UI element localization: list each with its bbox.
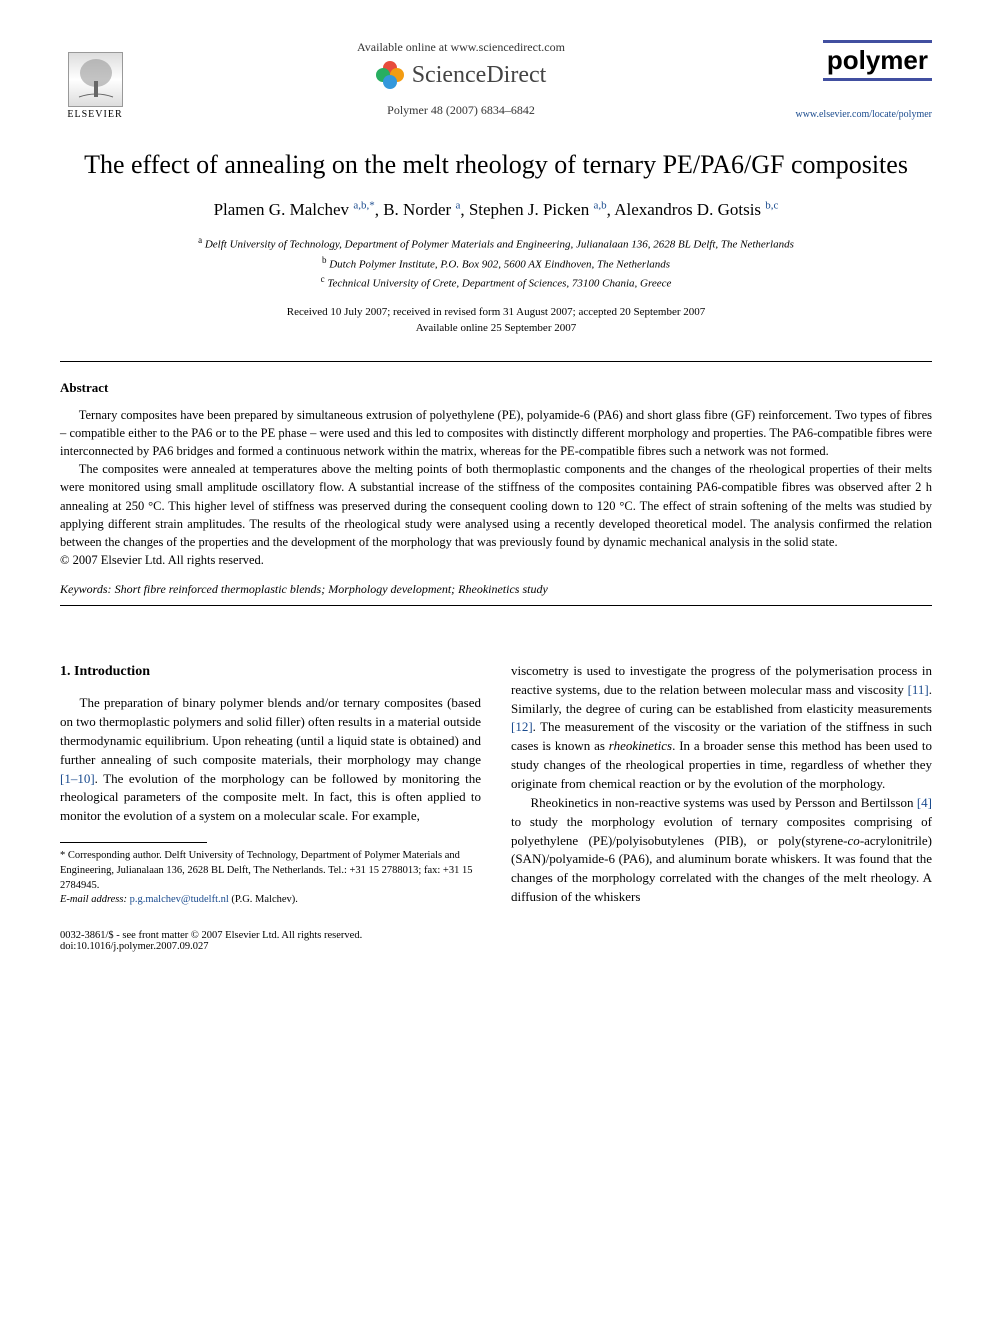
citation-link[interactable]: [1–10]: [60, 771, 95, 786]
author: Alexandros D. Gotsis b,c: [614, 200, 778, 219]
author: Plamen G. Malchev a,b,*: [214, 200, 375, 219]
elsevier-logo: ELSEVIER: [60, 40, 130, 120]
affiliation-sup: a: [198, 235, 202, 245]
polymer-journal-label: polymer: [823, 40, 932, 81]
elsevier-label: ELSEVIER: [67, 109, 122, 120]
footer-left: 0032-3861/$ - see front matter © 2007 El…: [60, 930, 362, 952]
author: B. Norder a: [383, 200, 460, 219]
journal-reference: Polymer 48 (2007) 6834–6842: [150, 103, 772, 118]
email-who: (P.G. Malchev).: [231, 894, 298, 905]
intro-paragraph-cont: viscometry is used to investigate the pr…: [511, 662, 932, 794]
italic-co: co: [848, 833, 860, 848]
text-run: The preparation of binary polymer blends…: [60, 695, 481, 767]
affiliation-text: Delft University of Technology, Departme…: [205, 239, 794, 251]
available-date: Available online 25 September 2007: [60, 320, 932, 337]
citation-link[interactable]: [11]: [908, 682, 929, 697]
affiliation: c Technical University of Crete, Departm…: [60, 273, 932, 292]
author: Stephen J. Picken a,b: [469, 200, 607, 219]
sciencedirect-text: ScienceDirect: [412, 62, 547, 89]
front-matter-line: 0032-3861/$ - see front matter © 2007 El…: [60, 930, 362, 941]
affiliation-text: Technical University of Crete, Departmen…: [327, 277, 671, 289]
citation-link[interactable]: [4]: [917, 795, 932, 810]
available-online-text: Available online at www.sciencedirect.co…: [150, 40, 772, 55]
author-sup: a,b,*: [353, 200, 374, 212]
left-column: 1. Introduction The preparation of binar…: [60, 662, 481, 908]
email-link[interactable]: p.g.malchev@tudelft.nl: [130, 894, 229, 905]
divider: [60, 605, 932, 606]
term-rheokinetics: rheokinetics: [609, 738, 672, 753]
journal-url[interactable]: www.elsevier.com/locate/polymer: [792, 109, 932, 120]
polymer-logo-block: polymer www.elsevier.com/locate/polymer: [792, 40, 932, 120]
elsevier-tree-icon: [68, 52, 123, 107]
keywords-line: Keywords: Short fibre reinforced thermop…: [60, 582, 932, 597]
received-date: Received 10 July 2007; received in revis…: [60, 304, 932, 321]
article-title: The effect of annealing on the melt rheo…: [60, 148, 932, 182]
footnote-divider: [60, 842, 207, 843]
keywords-label: Keywords:: [60, 582, 112, 596]
abstract-body: Ternary composites have been prepared by…: [60, 406, 932, 551]
copyright-line: © 2007 Elsevier Ltd. All rights reserved…: [60, 553, 932, 568]
author-sup: b,c: [765, 200, 778, 212]
affiliation-sup: b: [322, 255, 327, 265]
citation-link[interactable]: [12]: [511, 719, 533, 734]
article-dates: Received 10 July 2007; received in revis…: [60, 304, 932, 337]
affiliation: a Delft University of Technology, Depart…: [60, 234, 932, 253]
intro-paragraph: The preparation of binary polymer blends…: [60, 694, 481, 826]
affiliations: a Delft University of Technology, Depart…: [60, 234, 932, 291]
footnote-text: * Corresponding author. Delft University…: [60, 849, 481, 893]
text-run: viscometry is used to investigate the pr…: [511, 663, 932, 697]
doi-line: doi:10.1016/j.polymer.2007.09.027: [60, 941, 362, 952]
keywords-text: Short fibre reinforced thermoplastic ble…: [115, 582, 548, 596]
author-name: B. Norder: [383, 200, 451, 219]
text-run: . The evolution of the morphology can be…: [60, 771, 481, 824]
author-name: Alexandros D. Gotsis: [614, 200, 761, 219]
body-columns: 1. Introduction The preparation of binar…: [60, 662, 932, 908]
abstract-heading: Abstract: [60, 380, 932, 396]
affiliation-text: Dutch Polymer Institute, P.O. Box 902, 5…: [329, 258, 670, 270]
right-column: viscometry is used to investigate the pr…: [511, 662, 932, 908]
sciencedirect-brand: ScienceDirect: [150, 61, 772, 89]
divider: [60, 361, 932, 362]
author-name: Stephen J. Picken: [469, 200, 589, 219]
authors-line: Plamen G. Malchev a,b,*, B. Norder a, St…: [60, 200, 932, 221]
page-footer: 0032-3861/$ - see front matter © 2007 El…: [60, 930, 932, 952]
corresponding-author-footnote: * Corresponding author. Delft University…: [60, 849, 481, 908]
page-header: ELSEVIER Available online at www.science…: [60, 40, 932, 120]
author-name: Plamen G. Malchev: [214, 200, 350, 219]
author-sup: a: [455, 200, 460, 212]
footnote-email-line: E-mail address: p.g.malchev@tudelft.nl (…: [60, 893, 481, 908]
sciencedirect-icon: [376, 61, 404, 89]
center-header: Available online at www.sciencedirect.co…: [130, 40, 792, 118]
section-heading: 1. Introduction: [60, 662, 481, 682]
affiliation-sup: c: [321, 274, 325, 284]
affiliation: b Dutch Polymer Institute, P.O. Box 902,…: [60, 254, 932, 273]
abstract-paragraph: Ternary composites have been prepared by…: [60, 406, 932, 460]
intro-paragraph: Rheokinetics in non-reactive systems was…: [511, 794, 932, 907]
author-sup: a,b: [593, 200, 606, 212]
abstract-paragraph: The composites were annealed at temperat…: [60, 460, 932, 551]
text-run: Rheokinetics in non-reactive systems was…: [531, 795, 917, 810]
email-label: E-mail address:: [60, 894, 127, 905]
